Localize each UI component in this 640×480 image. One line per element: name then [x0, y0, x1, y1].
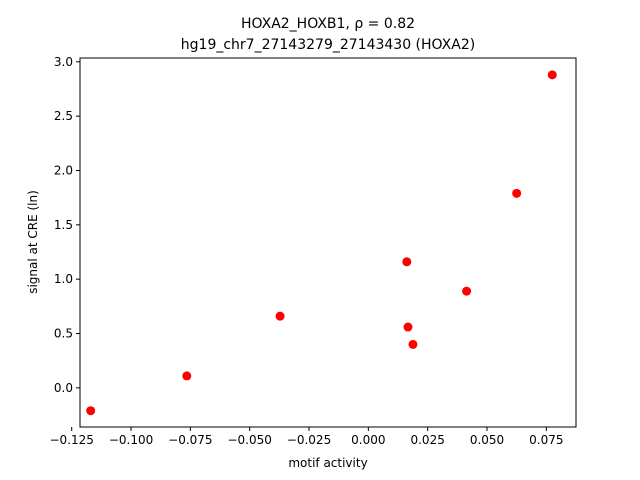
x-axis-label: motif activity — [288, 456, 367, 470]
y-tick-label: 0.5 — [54, 327, 73, 341]
data-points — [86, 70, 557, 416]
y-tick-label: 3.0 — [54, 55, 73, 69]
data-point — [275, 311, 285, 321]
data-point — [462, 286, 472, 296]
x-tick-label: −0.125 — [49, 433, 93, 447]
x-tick-label: 0.025 — [410, 433, 444, 447]
data-point — [86, 406, 96, 416]
x-tick-label: −0.050 — [227, 433, 271, 447]
y-tick-label: 1.0 — [54, 272, 73, 286]
x-tick-label: −0.025 — [287, 433, 331, 447]
data-point — [402, 257, 412, 267]
x-tick-label: 0.000 — [351, 433, 385, 447]
plot-area — [80, 58, 576, 427]
data-point — [182, 371, 192, 381]
y-tick-label: 0.0 — [54, 381, 73, 395]
x-tick-label: −0.075 — [168, 433, 212, 447]
x-axis-ticks: −0.125 −0.100 −0.075 −0.050 −0.025 0.000 0.025… — [49, 427, 564, 447]
y-tick-label: 2.5 — [54, 109, 73, 123]
y-axis-label: signal at CRE (ln) — [26, 190, 40, 294]
x-tick-label: 0.050 — [470, 433, 504, 447]
y-tick-label: 2.0 — [54, 163, 73, 177]
plot-frame — [79, 57, 577, 428]
chart-title-line2: hg19_chr7_27143279_27143430 (HOXA2) — [181, 37, 475, 53]
data-point — [403, 322, 413, 332]
y-axis-ticks: 0.0 0.5 1.0 1.5 2.0 2.5 3.0 — [54, 55, 80, 395]
chart-title-line1: HOXA2_HOXB1, ρ = 0.82 — [241, 16, 415, 32]
data-point — [408, 339, 418, 349]
x-tick-label: 0.075 — [529, 433, 563, 447]
data-point — [547, 70, 557, 80]
x-tick-label: −0.100 — [109, 433, 153, 447]
y-tick-label: 1.5 — [54, 218, 73, 232]
data-point — [512, 188, 522, 198]
